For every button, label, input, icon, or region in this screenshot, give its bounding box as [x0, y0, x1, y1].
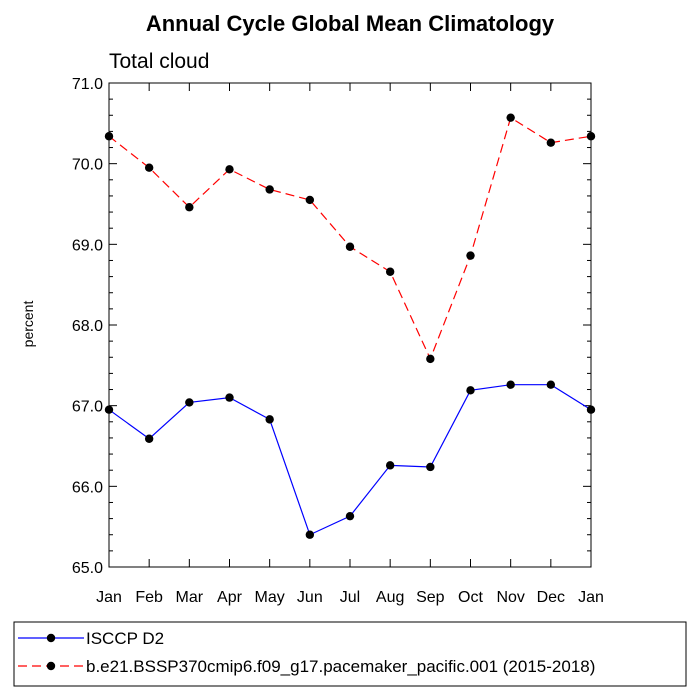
x-tick-label: Aug — [376, 589, 404, 606]
legend-box — [13, 621, 687, 687]
series-line — [108, 116, 592, 361]
data-point — [586, 132, 596, 141]
x-tick-label: Mar — [176, 589, 204, 606]
data-point — [506, 113, 515, 122]
legend: ISCCP D2 b.e21.BSSP370cmip6.f09_g17.pacem… — [18, 629, 595, 676]
data-point — [466, 251, 475, 260]
data-point — [104, 405, 114, 414]
x-tick-label: Feb — [135, 589, 163, 606]
data-point — [225, 165, 234, 174]
data-point — [586, 405, 596, 414]
data-point — [305, 195, 315, 205]
legend-marker — [46, 661, 56, 671]
legend-label: ISCCP D2 — [86, 629, 164, 648]
data-point — [426, 354, 435, 364]
data-point — [185, 398, 194, 407]
x-tick-label: Apr — [217, 589, 243, 606]
y-tick-label: 65.0 — [72, 560, 103, 577]
y-axis-label: percent — [20, 301, 36, 348]
data-point — [225, 393, 234, 402]
y-tick-label: 66.0 — [72, 479, 103, 496]
y-tick-label: 67.0 — [72, 399, 103, 416]
data-point — [265, 185, 274, 194]
data-point — [144, 434, 154, 443]
x-tick-label: May — [255, 589, 285, 606]
data-point — [466, 386, 475, 395]
data-point — [426, 462, 435, 472]
chart-subtitle: Total cloud — [109, 50, 209, 73]
legend-label: b.e21.BSSP370cmip6.f09_g17.pacemaker_pac… — [86, 657, 595, 676]
data-point — [385, 461, 395, 470]
y-tick-label: 69.0 — [72, 237, 103, 254]
data-point — [265, 415, 274, 424]
plot-frame — [108, 82, 592, 568]
data-point — [144, 163, 154, 172]
x-tick-label: Jul — [340, 589, 360, 606]
legend-marker — [46, 633, 56, 643]
data-point — [506, 380, 515, 389]
data-point — [104, 132, 114, 141]
y-axis: 65.0 66.0 67.0 68.0 69.0 70.0 71.0 — [72, 76, 591, 577]
x-tick-label: Jun — [297, 589, 323, 606]
y-tick-label: 68.0 — [72, 318, 103, 335]
data-point — [185, 203, 194, 212]
data-point — [345, 242, 355, 251]
y-tick-label: 71.0 — [72, 76, 103, 93]
data-point — [385, 267, 395, 276]
series-layer — [104, 113, 596, 539]
data-point — [305, 530, 315, 539]
data-point — [345, 511, 355, 521]
x-tick-label: Sep — [416, 589, 445, 606]
x-tick-label: Jan — [578, 589, 604, 606]
data-point — [546, 138, 556, 147]
x-tick-label: Oct — [458, 589, 483, 606]
chart-title: Annual Cycle Global Mean Climatology — [146, 11, 555, 36]
x-axis: Jan Feb Mar Apr May Jun Jul Aug Sep Oct Nov Dec Jan — [96, 83, 604, 606]
x-tick-label: Nov — [496, 589, 524, 606]
y-tick-label: 70.0 — [72, 157, 103, 174]
x-tick-label: Jan — [96, 589, 122, 606]
data-point — [546, 380, 556, 389]
x-tick-label: Dec — [537, 589, 565, 606]
